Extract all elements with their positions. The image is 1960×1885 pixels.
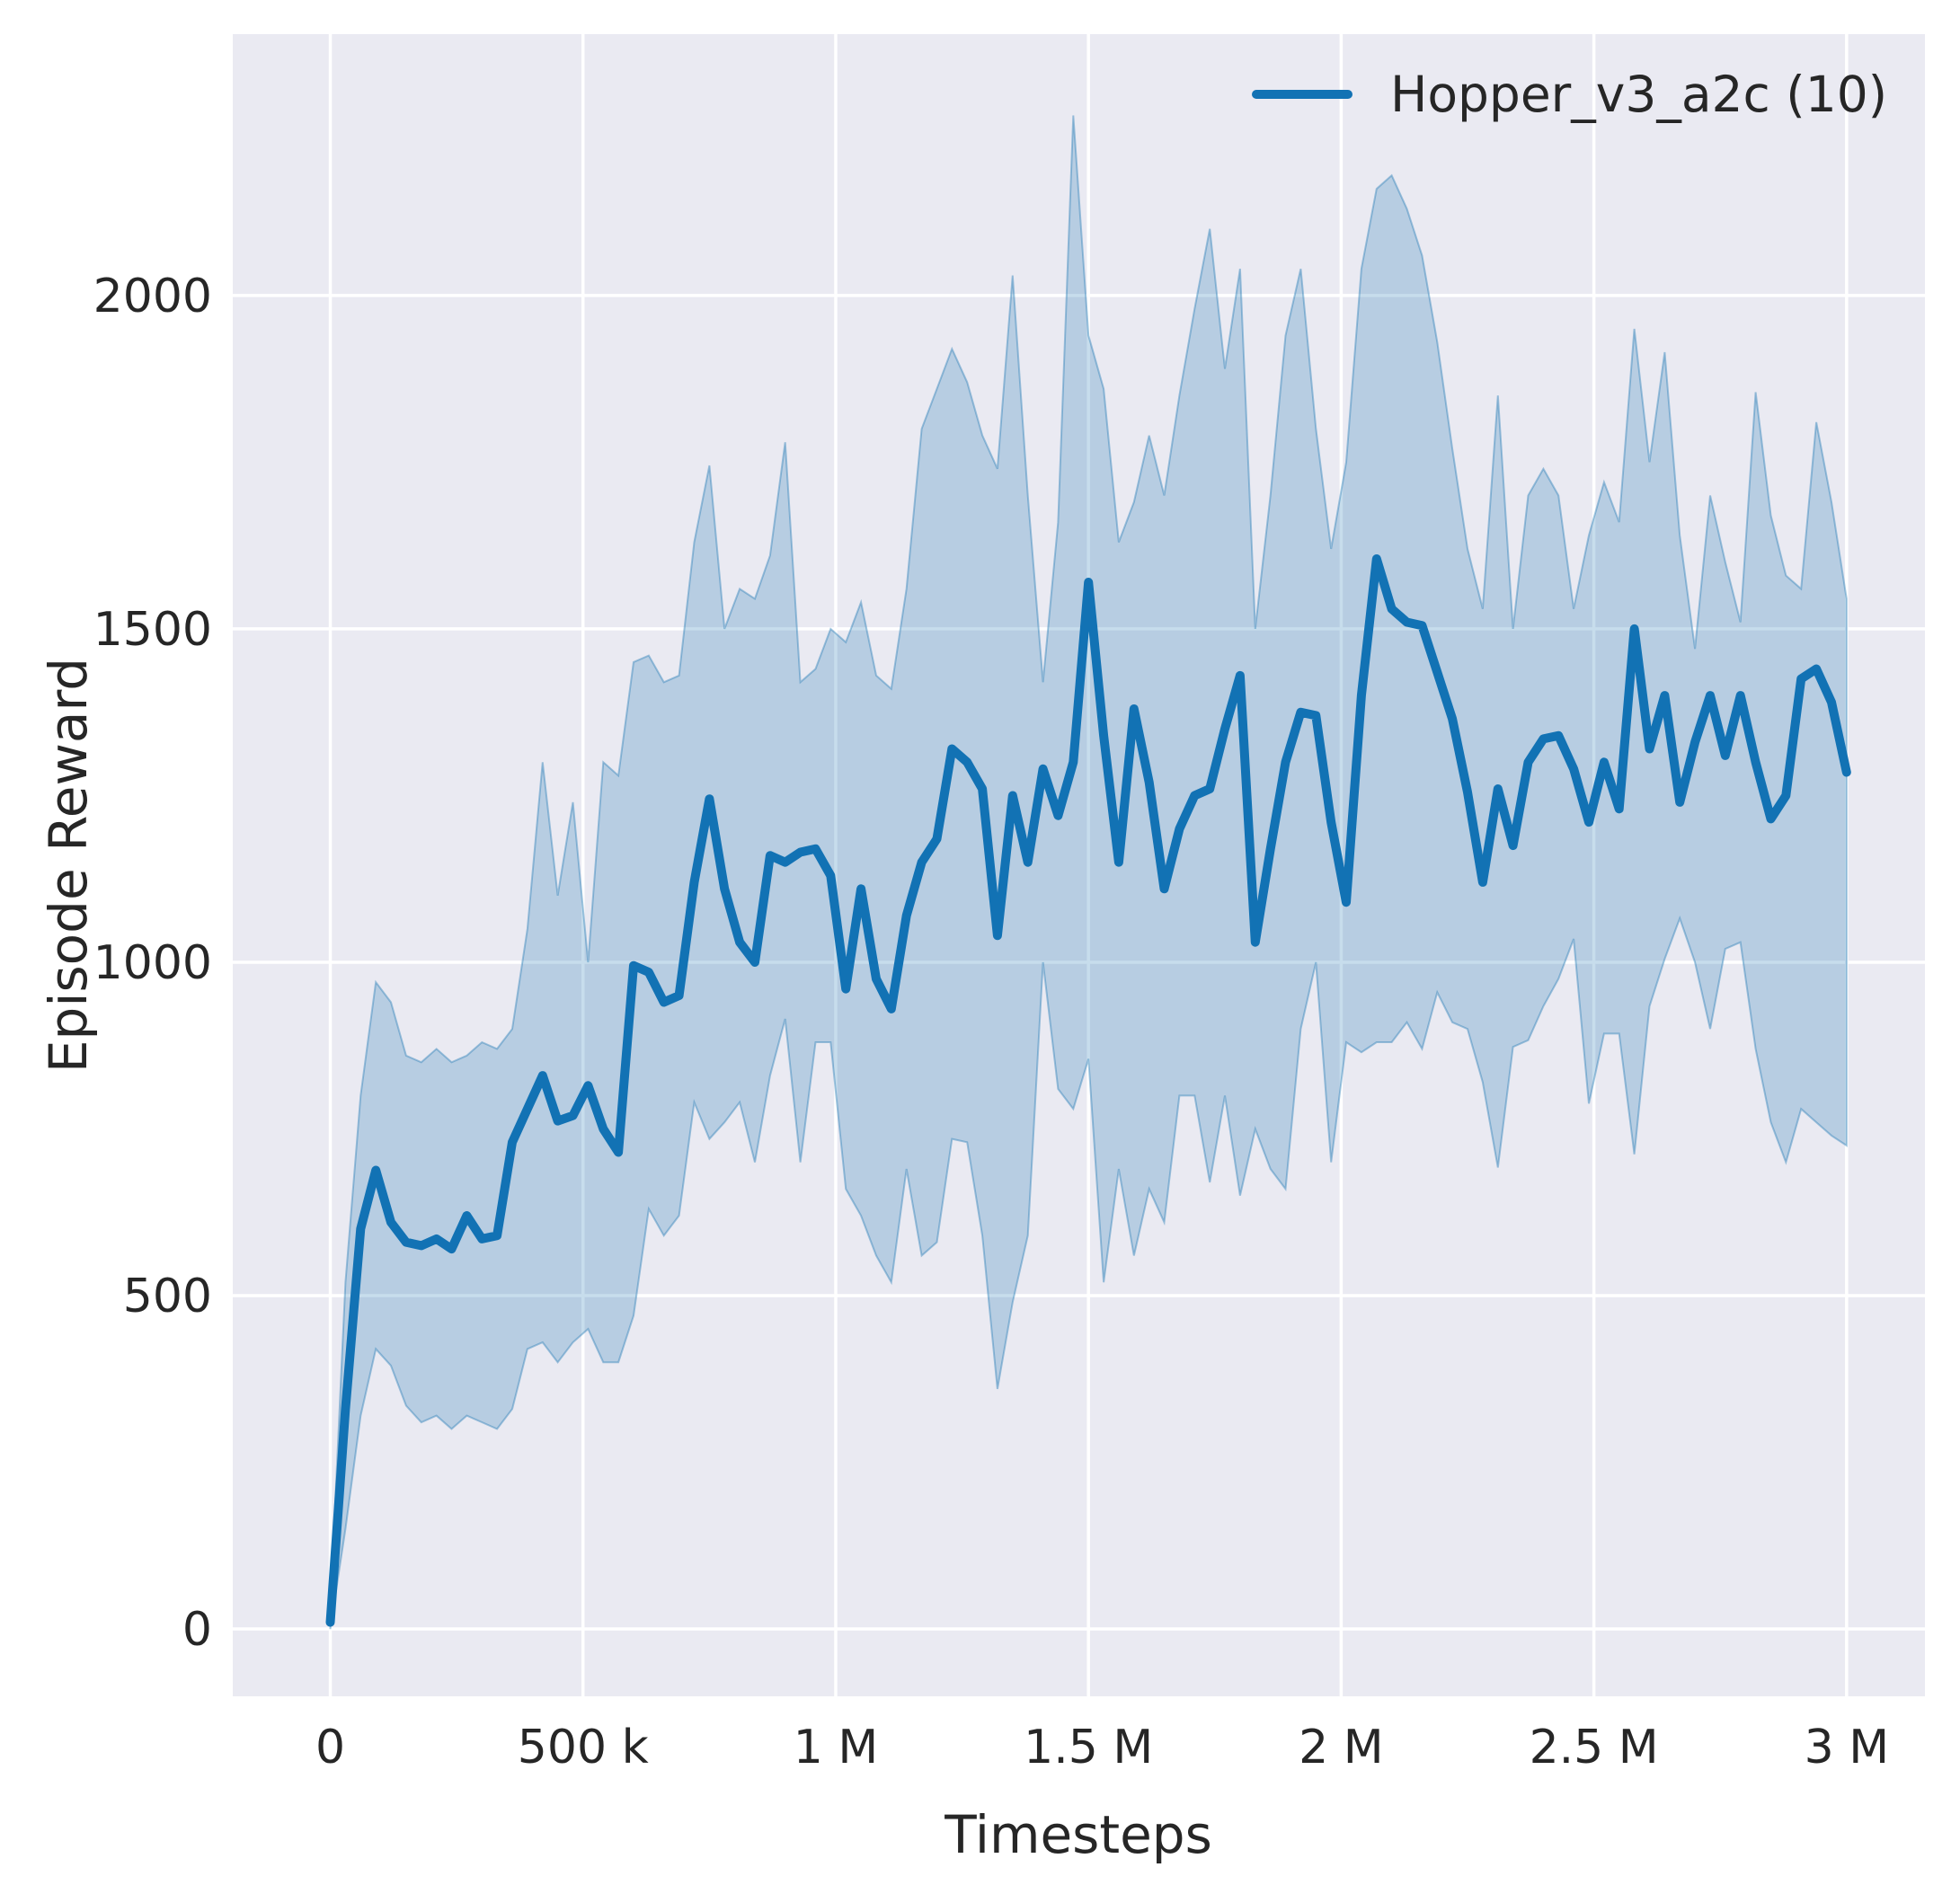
x-tick-label: 2.5 M <box>1530 1721 1659 1774</box>
x-tick-label: 1 M <box>794 1721 878 1774</box>
y-tick-label: 500 <box>123 1270 212 1323</box>
legend-line-swatch <box>1252 90 1352 99</box>
y-tick-label: 1000 <box>93 936 212 990</box>
y-tick-label: 0 <box>182 1603 212 1657</box>
x-tick-label: 1.5 M <box>1024 1721 1153 1774</box>
y-tick-label: 2000 <box>93 270 212 323</box>
confidence-band <box>329 115 1848 1630</box>
legend: Hopper_v3_a2c (10) <box>1252 66 1888 123</box>
y-tick-label: 1500 <box>93 603 212 657</box>
x-tick-label: 0 <box>315 1721 345 1774</box>
y-axis-label: Episode Reward <box>38 657 99 1074</box>
x-tick-label: 500 k <box>518 1721 649 1774</box>
plot-area <box>233 34 1925 1696</box>
x-tick-label: 3 M <box>1805 1721 1889 1774</box>
x-tick-label: 2 M <box>1299 1721 1383 1774</box>
legend-label: Hopper_v3_a2c (10) <box>1390 66 1888 123</box>
mean-reward-line <box>325 554 1851 1627</box>
x-axis-label: Timesteps <box>945 1804 1212 1865</box>
